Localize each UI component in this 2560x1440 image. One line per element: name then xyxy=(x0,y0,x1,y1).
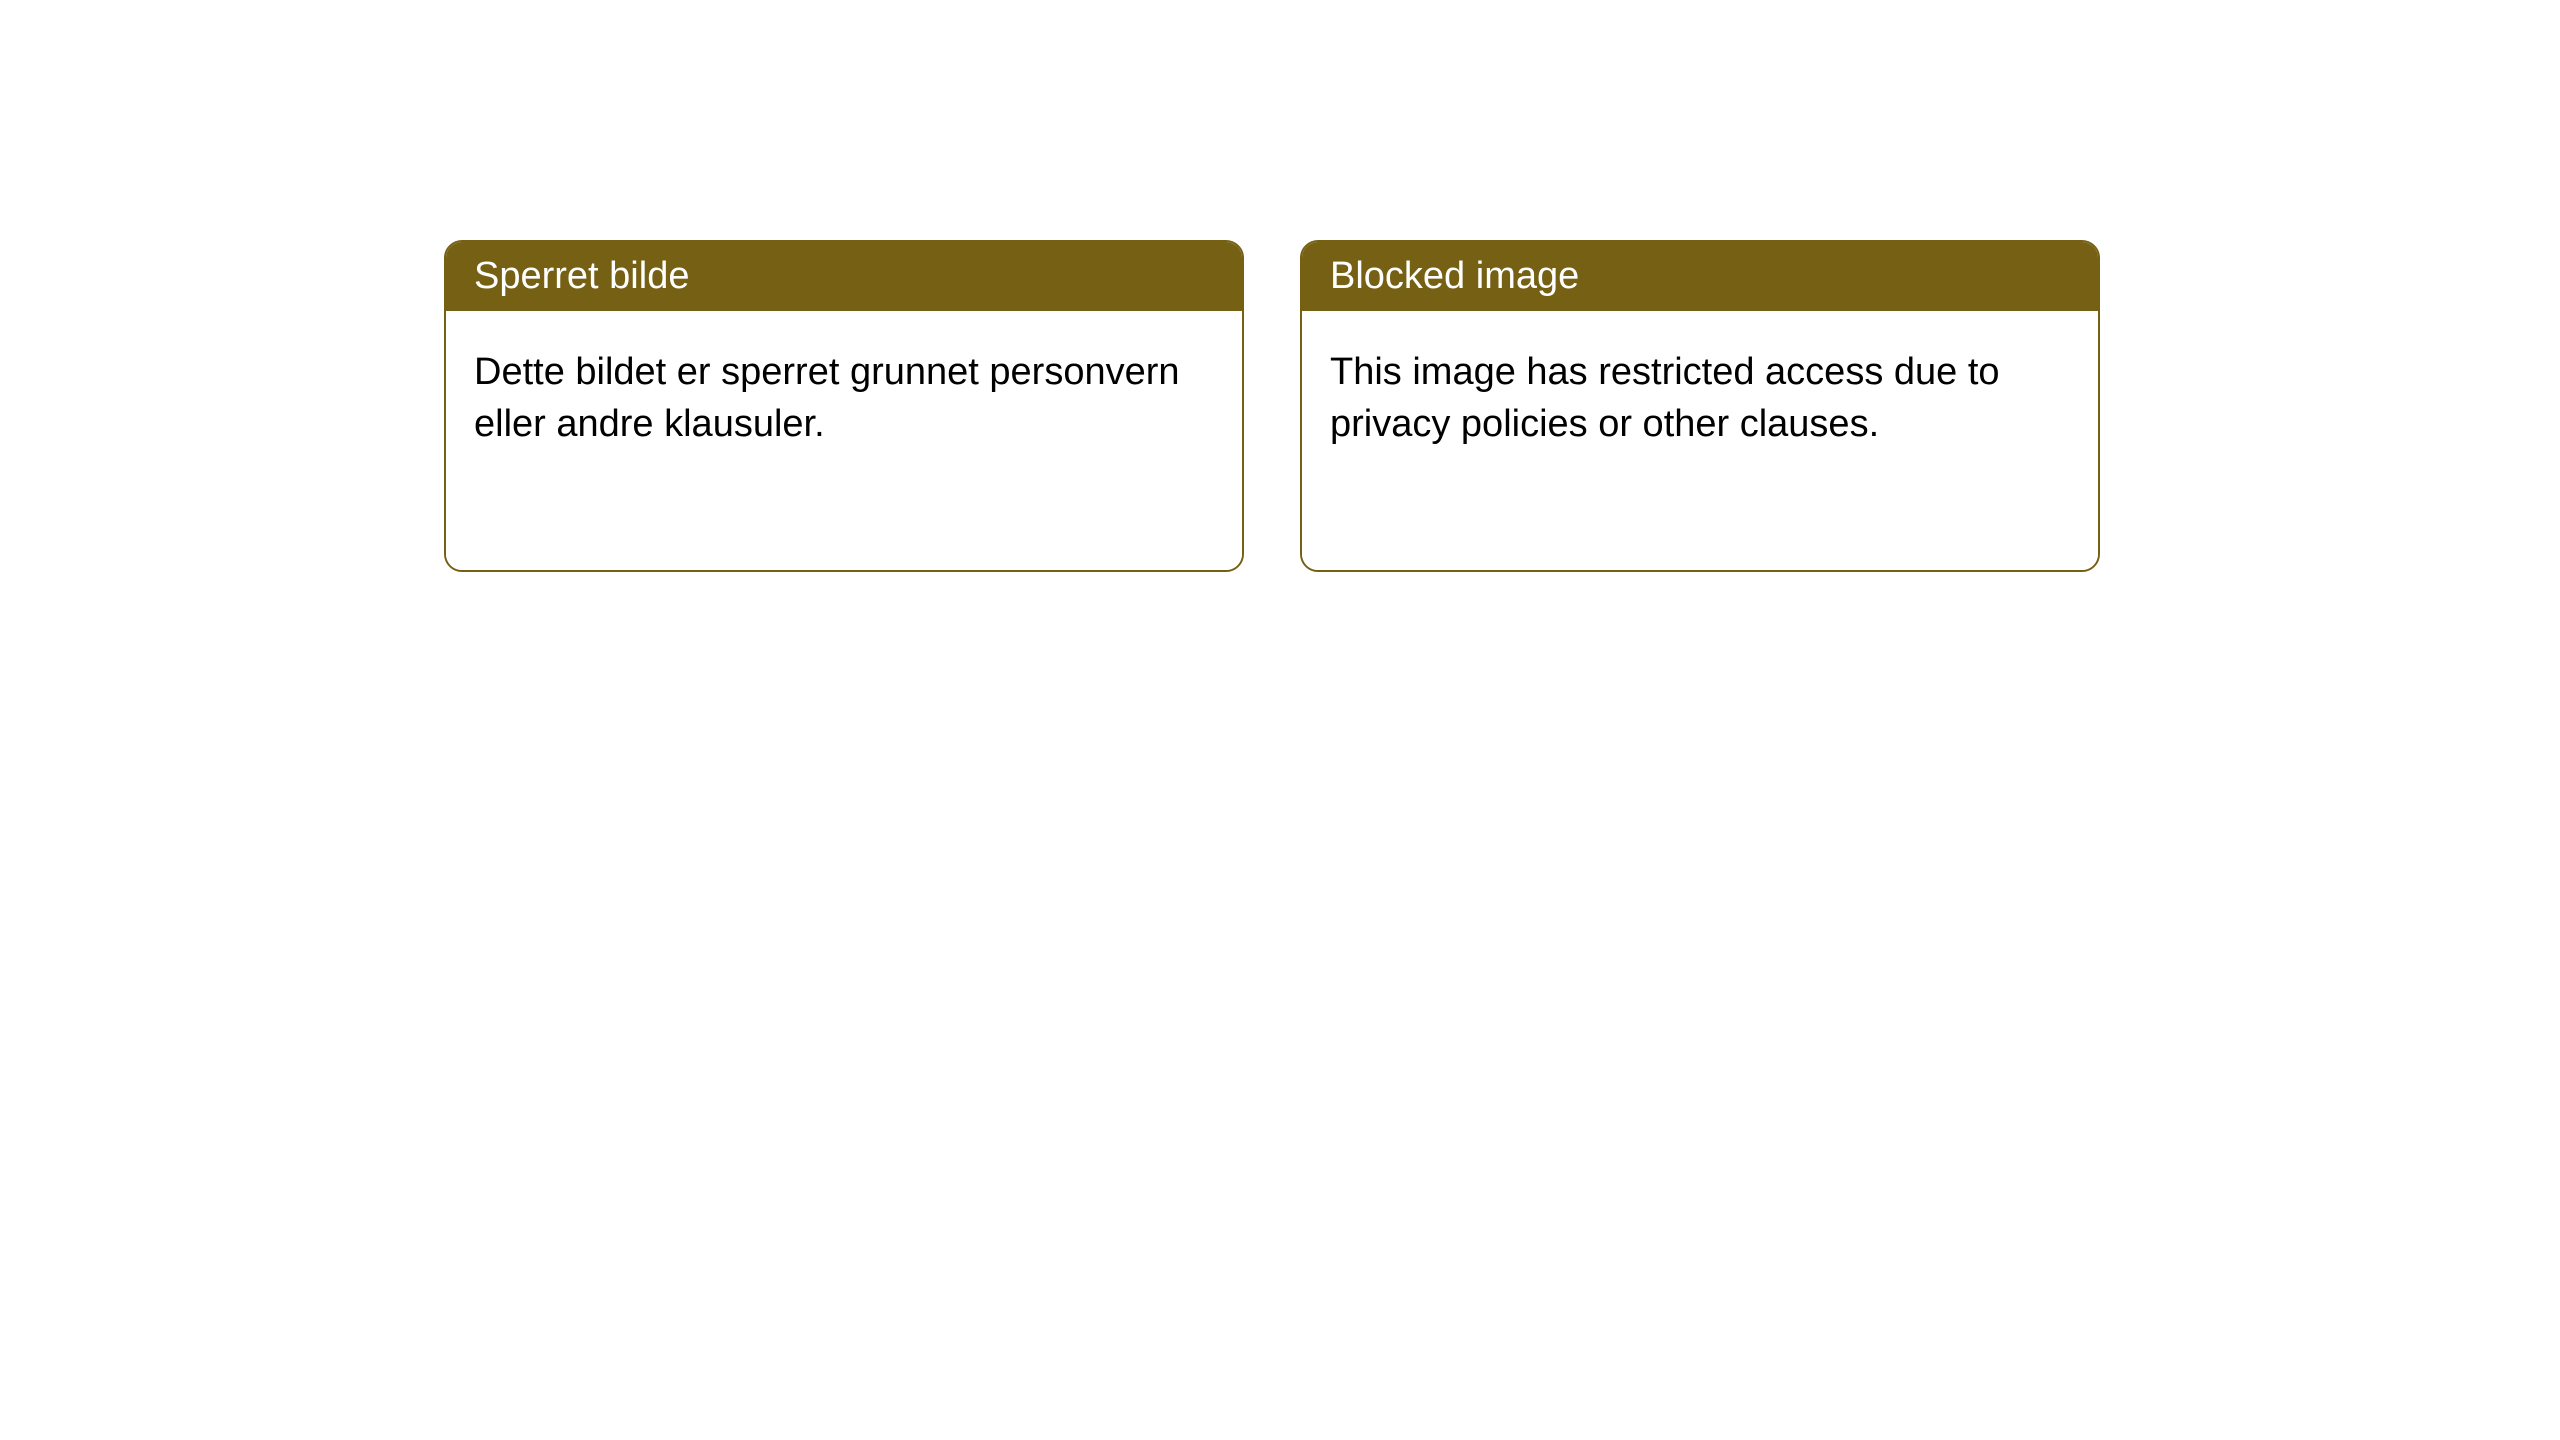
notice-body-norwegian: Dette bildet er sperret grunnet personve… xyxy=(446,311,1242,570)
notice-container: Sperret bilde Dette bildet er sperret gr… xyxy=(444,240,2100,572)
notice-header-english: Blocked image xyxy=(1302,242,2098,311)
notice-body-english: This image has restricted access due to … xyxy=(1302,311,2098,570)
notice-header-norwegian: Sperret bilde xyxy=(446,242,1242,311)
notice-card-english: Blocked image This image has restricted … xyxy=(1300,240,2100,572)
notice-card-norwegian: Sperret bilde Dette bildet er sperret gr… xyxy=(444,240,1244,572)
